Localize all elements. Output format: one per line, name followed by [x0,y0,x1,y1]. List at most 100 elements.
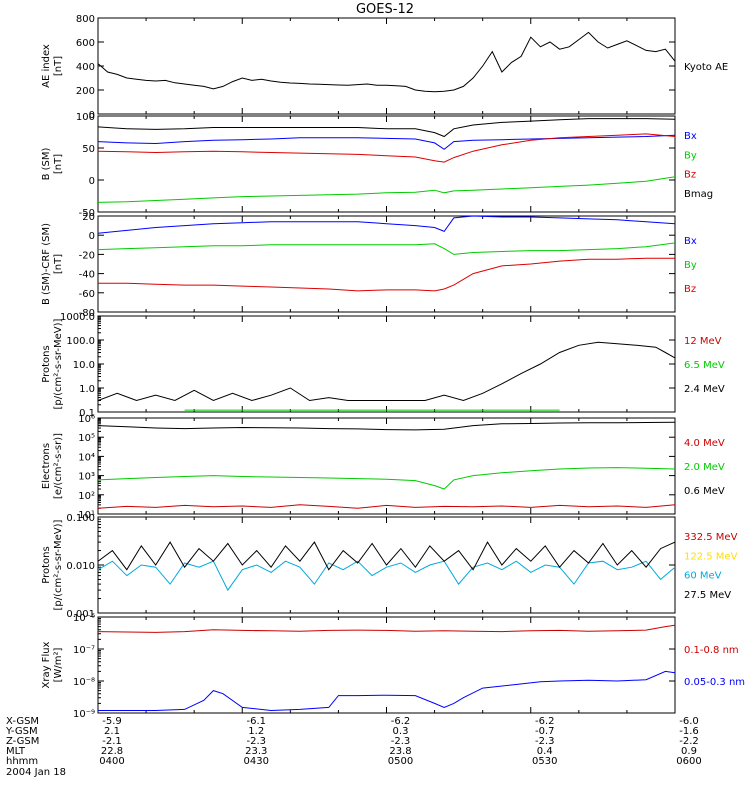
series-line [98,118,675,138]
axis-row-value: -2.2 [679,736,699,747]
y-tick-label: 10.0 [73,360,95,371]
legend-label: Bmag [684,189,713,200]
legend-label: 2.4 MeV [684,384,725,395]
y-axis-label: AE index[nT] [41,44,64,88]
axis-row-label: Y-GSM [5,726,38,737]
axis-row-value: 0530 [532,756,557,767]
legend-label: Bx [684,131,697,142]
axis-row-label: X-GSM [6,716,39,727]
series-line [98,134,675,150]
series-line [98,624,675,633]
series-line [98,242,675,255]
legend-label: 332.5 MeV [684,532,738,543]
panel-frame [97,215,676,313]
axis-row-value: 23.8 [389,746,411,757]
y-tick-label: 20 [82,212,95,223]
series-line [98,467,675,490]
legend-label: 2.0 MeV [684,462,725,473]
y-tick-label: 10² [78,491,95,502]
y-tick-label: 10⁴ [78,452,95,463]
y-tick-label: 10⁻⁶ [73,613,95,624]
series-line [98,541,675,571]
y-axis-label: Protons[p/(cm²-s-sr-MeV)] [41,318,64,409]
axis-row-value: -5.9 [102,716,122,727]
series-line [98,421,675,431]
y-tick-label: 100 [76,112,95,123]
panel-frame [97,315,676,413]
axis-row-value: -6.1 [246,716,266,727]
y-tick-label: -20 [79,250,95,261]
axis-row-value: 23.3 [245,746,267,757]
panel-electrons: 10¹ 10² 10³ 10⁴ 10⁵ 10⁶ Electrons[e/(cm²-s-sr)… [41,414,725,521]
y-axis-label: Protons[p/(cm²-s-sr-MeV)] [41,519,64,610]
axis-row-label: hhmm [6,756,38,767]
panel-b_diff: -80 -60 -40 -20 0 20 B (SM)-CRF (SM)[nT] Bx By Bz [41,212,697,319]
y-tick-label: 1000.0 [60,312,95,323]
axis-row-value: 0.4 [537,746,553,757]
series-line [98,257,675,292]
y-tick-label: 10⁻⁹ [73,709,95,720]
axis-row-value: -2.3 [535,736,555,747]
legend-label: Bz [684,170,696,181]
panel-xray: 10⁻⁹ 10⁻⁸ 10⁻⁷ 10⁻⁶ Xray Flux[W/m²] 0.1-0.8 n… [41,613,745,720]
y-tick-label: 0.001 [66,609,95,620]
y-tick-label: 800 [76,14,95,25]
axis-row-label: MLT [6,746,26,757]
legend-label: 60 MeV [684,571,722,582]
legend-label: Kyoto AE [684,62,728,73]
legend-label: 0.6 MeV [684,486,725,497]
y-tick-label: 10⁶ [78,414,95,425]
y-tick-label: 10⁻⁸ [73,677,95,688]
y-tick-label: -60 [79,289,95,300]
y-tick-label: -50 [79,208,95,219]
axis-row-value: -6.2 [535,716,555,727]
legend-label: 4.0 MeV [684,438,725,449]
axis-row-value: 22.8 [101,746,123,757]
axis-row-value: 0.3 [393,726,409,737]
y-axis-label: Xray Flux[W/m²] [41,641,64,688]
legend-label: 122.5 MeV [684,551,738,562]
axis-row-value: -2.1 [102,736,122,747]
series-line [98,504,675,509]
y-axis-label: Electrons[e/(cm²-s-sr)] [41,433,64,499]
y-tick-label: 0 [89,231,95,242]
axis-row-value: -6.2 [391,716,411,727]
y-axis-label: B (SM)-CRF (SM)[nT] [41,223,64,305]
legend-label: Bx [684,236,697,247]
y-tick-label: 10⁻⁷ [73,645,95,656]
axis-row-value: -0.7 [535,726,555,737]
axis-row-value: 0.9 [681,746,697,757]
panel-frame [97,417,676,515]
y-tick-label: 0 [89,110,95,121]
y-tick-label: -80 [79,308,95,319]
panel-protons_hi: 0.1 1.0 10.0 100.0 1000.0Protons[p/(cm²-s-sr… [41,312,725,419]
figure-title: GOES-12 [356,2,414,17]
axis-row-value: 0400 [99,756,124,767]
series-line [98,31,675,93]
axis-row-value: -2.3 [391,736,411,747]
axis-row-value: 0600 [676,756,701,767]
panel-ae: 0 200 400 600 800 AE index[nT] Kyoto AE [41,14,728,121]
series-line [98,216,675,234]
axis-row-value: -2.3 [246,736,266,747]
y-tick-label: 0 [89,176,95,187]
y-tick-label: 10³ [78,472,95,483]
y-tick-label: 50 [82,144,95,155]
legend-label: By [684,150,697,161]
y-tick-label: 200 [76,86,95,97]
y-tick-label: 0.1 [79,408,95,419]
legend-label: By [684,260,697,271]
y-tick-label: 0.100 [66,513,95,524]
y-tick-label: 400 [76,62,95,73]
legend-label: Bz [684,284,696,295]
date-label: 2004 Jan 18 [6,767,66,778]
axis-row-value: 0500 [388,756,413,767]
legend-label: 12 MeV [684,336,722,347]
axis-row-value: -1.6 [679,726,699,737]
legend-label: 0.1-0.8 nm [684,645,739,656]
axis-row-value: 0430 [244,756,269,767]
y-tick-label: 0.010 [66,561,95,572]
legend-label: 27.5 MeV [684,590,731,601]
legend-label: 0.05-0.3 nm [684,677,745,688]
